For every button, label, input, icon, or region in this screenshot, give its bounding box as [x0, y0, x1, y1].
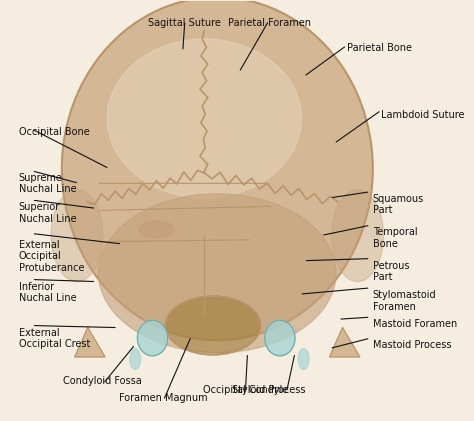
Text: Temporal
Bone: Temporal Bone: [373, 227, 418, 249]
Ellipse shape: [51, 189, 103, 282]
Ellipse shape: [99, 194, 336, 353]
Polygon shape: [75, 328, 105, 357]
Ellipse shape: [139, 221, 174, 238]
Text: External
Occipital Crest: External Occipital Crest: [18, 328, 90, 349]
Ellipse shape: [332, 189, 383, 282]
Text: Petrous
Part: Petrous Part: [373, 261, 409, 282]
Text: Superior
Nuchal Line: Superior Nuchal Line: [18, 202, 76, 224]
Text: Lambdoid Suture: Lambdoid Suture: [382, 110, 465, 120]
Ellipse shape: [298, 349, 309, 369]
Text: Occipital Bone: Occipital Bone: [18, 127, 90, 137]
Text: Stylomastoid
Foramen: Stylomastoid Foramen: [373, 290, 437, 312]
Text: Parietal Foramen: Parietal Foramen: [228, 18, 310, 28]
Text: Mastoid Process: Mastoid Process: [373, 340, 451, 350]
Text: Occipital Condyle: Occipital Condyle: [203, 384, 288, 394]
Text: Squamous
Part: Squamous Part: [373, 194, 424, 216]
Ellipse shape: [137, 320, 168, 356]
Ellipse shape: [62, 0, 373, 340]
Text: Parietal Bone: Parietal Bone: [347, 43, 412, 53]
Text: Condyloid Fossa: Condyloid Fossa: [64, 376, 142, 386]
Ellipse shape: [265, 320, 295, 356]
Ellipse shape: [130, 349, 141, 369]
Text: Styloid Process: Styloid Process: [232, 384, 306, 394]
Text: External
Occipital
Protuberance: External Occipital Protuberance: [18, 240, 84, 273]
Polygon shape: [329, 328, 360, 357]
Text: Mastoid Foramen: Mastoid Foramen: [373, 319, 457, 329]
Text: Inferior
Nuchal Line: Inferior Nuchal Line: [18, 282, 76, 303]
Ellipse shape: [165, 296, 261, 355]
Text: Sagittal Suture: Sagittal Suture: [148, 18, 221, 28]
Text: Foramen Magnum: Foramen Magnum: [119, 393, 208, 403]
Ellipse shape: [107, 39, 301, 198]
Text: Supreme
Nuchal Line: Supreme Nuchal Line: [18, 173, 76, 195]
